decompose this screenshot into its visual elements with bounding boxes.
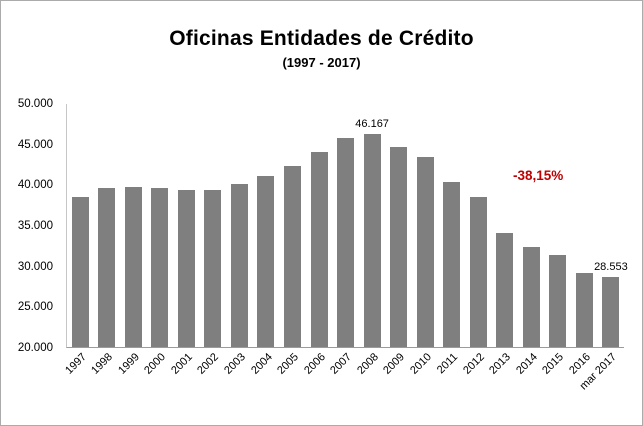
bar-column: 2016 xyxy=(567,104,598,377)
bar-column: 2005 xyxy=(275,104,306,377)
y-axis-label: 30.000 xyxy=(17,260,53,273)
bar-column: 2014 xyxy=(514,104,545,377)
bar-column: 2007 xyxy=(328,104,359,377)
bar-2011 xyxy=(443,181,461,347)
x-axis-label: 2010 xyxy=(407,351,434,377)
bar-2012 xyxy=(469,197,487,347)
bar-column: 2006 xyxy=(302,104,333,377)
data-label: 46.167 xyxy=(355,118,389,131)
bar-2003 xyxy=(230,184,248,347)
bar-column: 28.553 mar 2017 xyxy=(578,104,628,392)
x-axis-label: 2009 xyxy=(381,351,408,377)
x-axis-label: 2013 xyxy=(487,351,514,377)
bar-2007 xyxy=(337,137,355,347)
x-axis-label: 2008 xyxy=(354,351,381,377)
x-axis-label: 2003 xyxy=(222,351,248,377)
bar-column: 2011 xyxy=(435,104,465,376)
bar-2009 xyxy=(390,146,408,347)
bar-column: 1999 xyxy=(116,104,147,377)
bar-2004 xyxy=(257,176,275,347)
x-axis-label: 1997 xyxy=(62,351,89,377)
y-axis-label: 50.000 xyxy=(17,98,53,110)
x-axis-label: 2002 xyxy=(195,351,222,377)
bar-2001 xyxy=(177,190,195,347)
bar-column: 2015 xyxy=(541,104,572,377)
bar-column: 2002 xyxy=(196,104,227,377)
bar-2002 xyxy=(204,190,222,347)
x-axis-label: 2014 xyxy=(513,351,540,377)
data-label: 28.553 xyxy=(594,261,628,274)
x-axis-label: 2004 xyxy=(248,351,275,377)
x-axis-label: 2011 xyxy=(434,351,461,377)
bar-column: 2004 xyxy=(249,104,280,377)
bar-column: 46.167 2008 xyxy=(355,104,389,377)
y-axis-label: 35.000 xyxy=(17,220,53,232)
bar-column: 2010 xyxy=(408,104,439,377)
bar-column: 2012 xyxy=(461,104,492,377)
bar-column: 2003 xyxy=(222,104,253,377)
chart-subtitle: (1997 - 2017) xyxy=(282,55,361,70)
bar-column: 1997 xyxy=(63,104,94,377)
x-axis-label: 2001 xyxy=(169,351,195,377)
x-axis-label: 2000 xyxy=(142,351,169,377)
bar-2005 xyxy=(284,166,302,347)
chart-title: Oficinas Entidades de Crédito xyxy=(169,27,474,50)
y-axis-label: 40.000 xyxy=(17,179,53,192)
bar-2015 xyxy=(549,255,567,347)
x-axis-label: 2007 xyxy=(328,351,355,377)
bar-column: 2000 xyxy=(143,104,174,377)
change-annotation: -38,15% xyxy=(513,168,564,183)
bar-column: 1998 xyxy=(89,104,121,377)
bar-2010 xyxy=(416,156,434,347)
bar-2014 xyxy=(522,246,540,347)
bar-column: 2013 xyxy=(487,104,519,377)
x-axis-label: 1998 xyxy=(89,351,116,377)
bar-1997 xyxy=(71,197,89,347)
bar-1999 xyxy=(124,186,142,347)
bar-2006 xyxy=(310,151,328,347)
x-axis-label: 2006 xyxy=(301,351,328,377)
bar-1998 xyxy=(98,188,116,347)
x-axis-label: 2012 xyxy=(460,351,487,377)
x-axis-label: 2015 xyxy=(540,351,567,377)
x-axis-label: 1999 xyxy=(116,351,142,377)
x-axis-label: 2005 xyxy=(275,351,302,377)
bar-column: 2001 xyxy=(169,104,200,377)
bar-2000 xyxy=(151,187,169,347)
y-axis-label: 25.000 xyxy=(17,301,53,314)
bar-mar-2017 xyxy=(602,277,620,347)
plot-area: -38,15% 1997 1998 1999 2000 2001 2002 2003 2004… xyxy=(63,104,628,392)
bar-2016 xyxy=(575,273,593,347)
bar-2008 xyxy=(363,134,381,347)
bar-column: 2009 xyxy=(381,104,412,377)
bar-2013 xyxy=(496,233,514,347)
y-axis: 20.000 25.000 30.000 35.000 40.000 45.000 50.0… xyxy=(1,98,59,354)
y-axis-label: 20.000 xyxy=(17,342,53,354)
y-axis-label: 45.000 xyxy=(17,138,53,151)
